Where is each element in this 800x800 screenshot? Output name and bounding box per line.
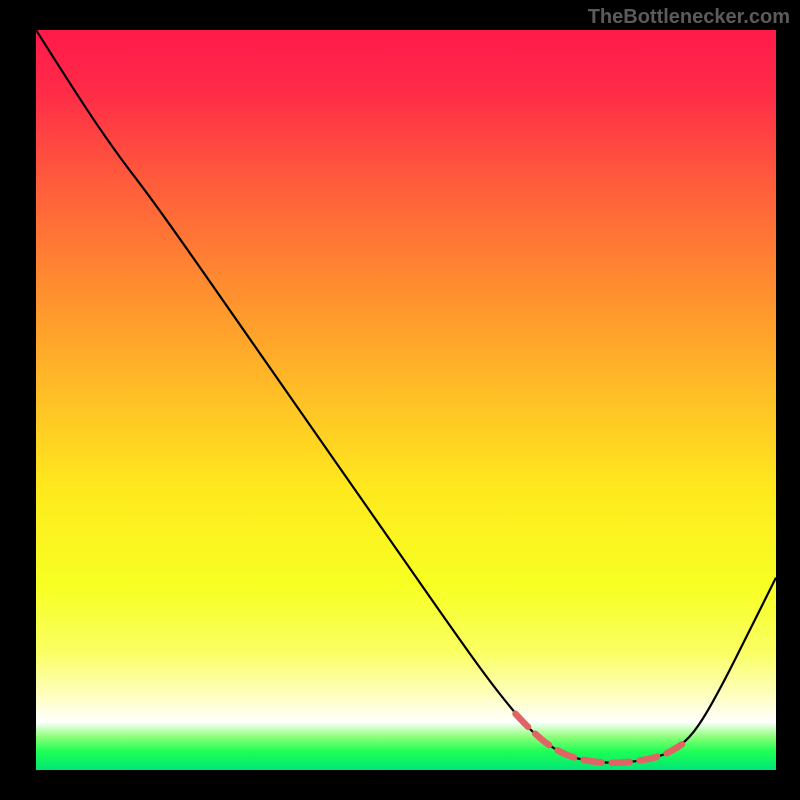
marker-segment: [516, 714, 686, 763]
curve-layer: [36, 30, 776, 770]
chart-area: [36, 30, 776, 770]
watermark-text: TheBottlenecker.com: [588, 6, 790, 29]
main-curve: [36, 30, 776, 763]
